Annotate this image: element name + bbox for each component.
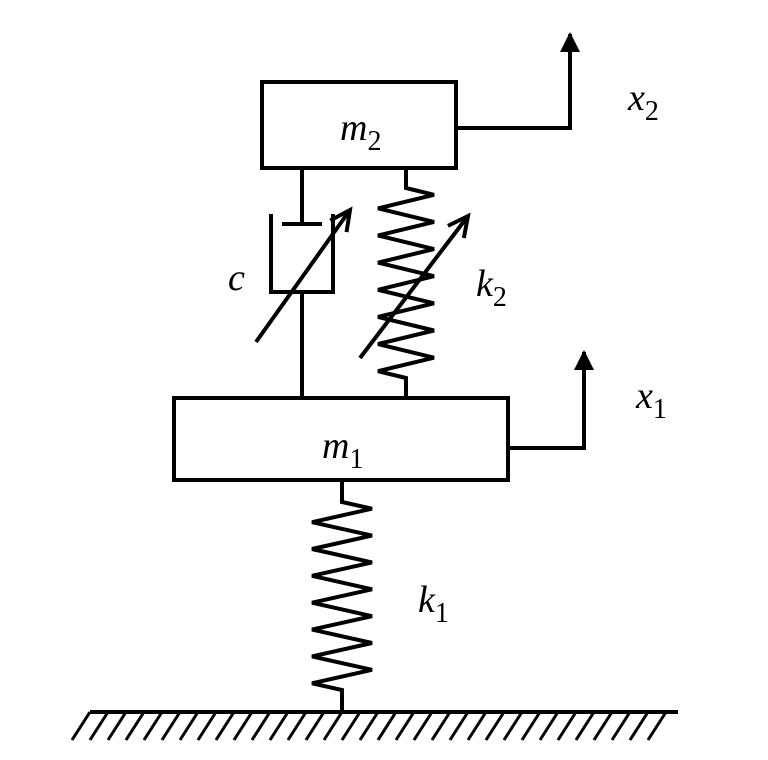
label-x2: x2 bbox=[627, 77, 659, 127]
coord-arrow-x2 bbox=[456, 34, 570, 128]
coord-arrow-x1 bbox=[508, 352, 584, 448]
damper-c bbox=[256, 168, 350, 398]
spring-k2 bbox=[360, 168, 468, 398]
label-c: c bbox=[228, 257, 245, 299]
label-k2: k2 bbox=[476, 263, 507, 313]
label-k1: k1 bbox=[418, 579, 449, 629]
ground bbox=[72, 712, 678, 740]
label-x1: x1 bbox=[635, 375, 667, 425]
spring-k1 bbox=[312, 480, 372, 712]
